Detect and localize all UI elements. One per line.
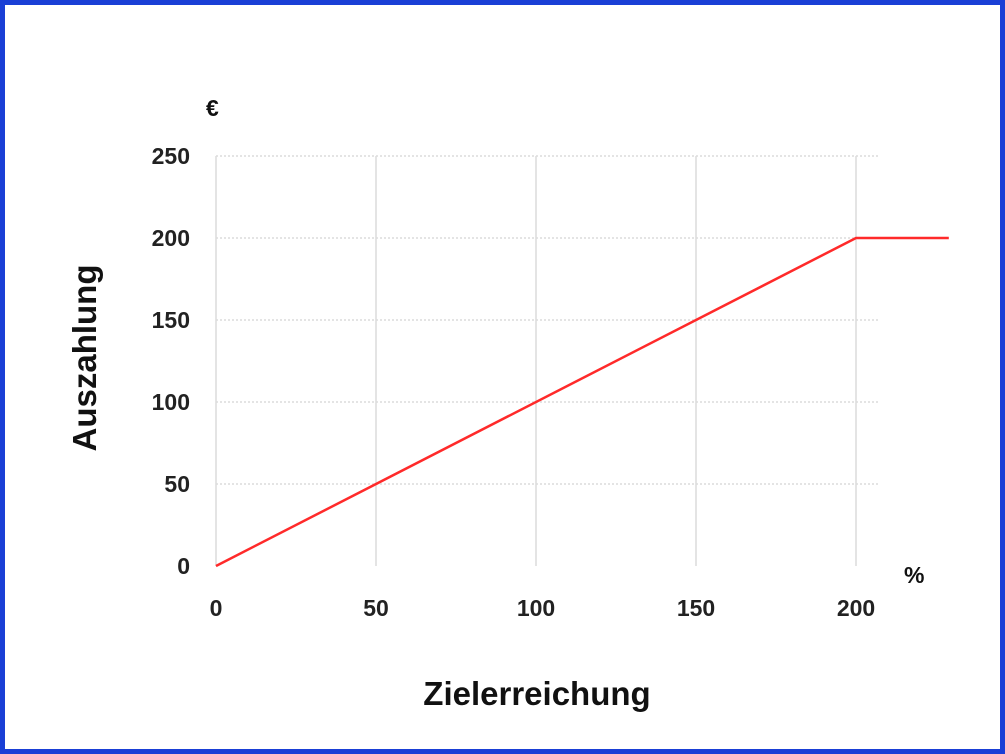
y-tick-label: 100 — [152, 389, 190, 415]
y-tick-label: 250 — [152, 143, 190, 169]
y-tick-label: 50 — [164, 471, 190, 497]
x-tick-label: 150 — [677, 595, 715, 621]
x-axis-title: Zielerreichung — [423, 675, 650, 712]
x-tick-label: 0 — [210, 595, 223, 621]
y-tick-label: 0 — [177, 553, 190, 579]
series-layer — [215, 236, 949, 568]
x-tick-labels: 0 50 100 150 200 — [210, 595, 876, 621]
y-tick-label: 200 — [152, 225, 190, 251]
x-tick-label: 100 — [517, 595, 555, 621]
y-tick-label: 150 — [152, 307, 190, 333]
x-tick-label: 50 — [363, 595, 389, 621]
payout-line — [215, 236, 949, 568]
x-tick-label: 200 — [837, 595, 875, 621]
grid — [215, 155, 880, 566]
y-unit-label: € — [206, 95, 219, 121]
y-tick-labels: 0 50 100 150 200 250 — [152, 143, 190, 579]
x-unit-label: % — [904, 562, 924, 588]
y-axis-title: Auszahlung — [66, 265, 103, 452]
